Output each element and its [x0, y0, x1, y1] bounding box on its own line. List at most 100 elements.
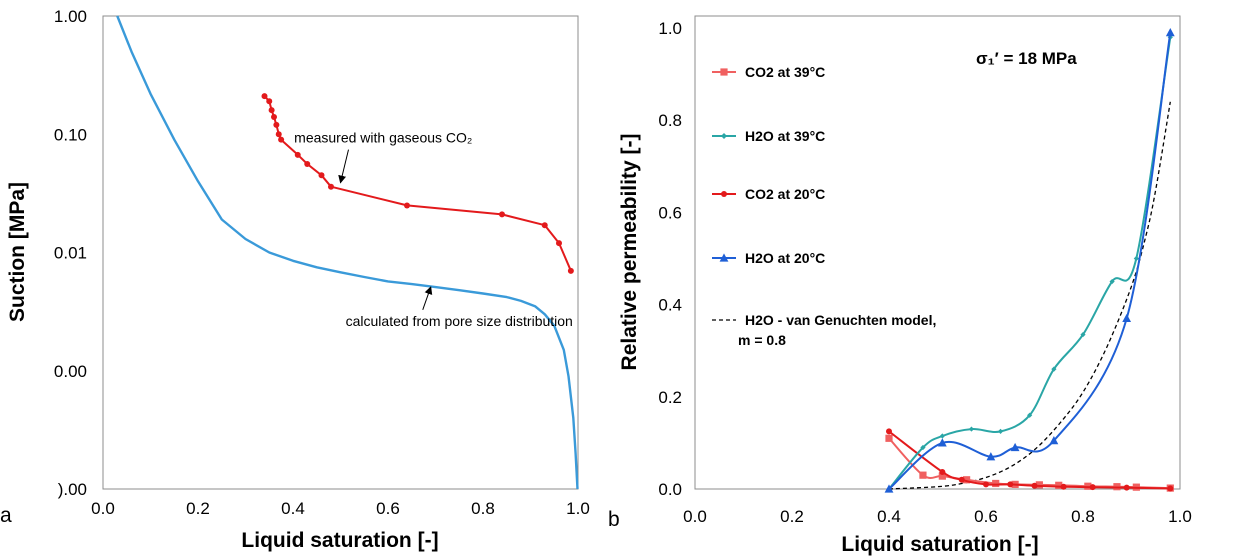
x-tick-label-b: 1.0: [1168, 507, 1192, 526]
data-point-b: [958, 476, 965, 483]
data-point-b: [919, 471, 927, 479]
x-tick-label-b: 0.6: [974, 507, 998, 526]
x-tick-label-a: 0.0: [91, 499, 115, 518]
legend-label: m = 0.8: [738, 332, 786, 348]
annotations-a: measured with gaseous CO₂ calculated from…: [294, 130, 573, 329]
y-tick-label-b: 0.4: [658, 296, 682, 315]
data-point-a: [567, 267, 574, 274]
data-point-b: [963, 476, 971, 484]
data-point-a: [294, 151, 301, 158]
data-point-b: [1051, 366, 1057, 372]
data-point-b: [1060, 483, 1067, 490]
series-group-a: [116, 15, 579, 490]
legend-label: CO2 at 39°C: [745, 64, 825, 80]
data-point-b: [1035, 481, 1043, 489]
data-point-b: [939, 468, 946, 475]
data-point-b: [968, 426, 975, 432]
data-point-b: [938, 472, 946, 480]
data-point-a: [261, 93, 268, 100]
series-line-a-0: [263, 95, 572, 272]
data-point-b: [1055, 481, 1063, 489]
legend-label: H2O at 20°C: [745, 250, 825, 266]
data-point-b: [1027, 412, 1033, 418]
x-tick-label-a: 0.6: [376, 499, 400, 518]
x-tick-label-b: 0.0: [683, 507, 707, 526]
data-point-b: [884, 484, 894, 493]
data-point-b: [1133, 255, 1139, 262]
series-line-b-4: [888, 101, 1171, 490]
y-tick-label-b: 0.8: [658, 111, 682, 130]
panel-letter-a: a: [0, 504, 12, 527]
legend-marker: [721, 133, 727, 139]
data-point-a: [318, 172, 325, 179]
data-point-b: [997, 428, 1004, 434]
data-point-b: [1109, 278, 1115, 285]
relative-permeability-chart: 0.0 0.2 0.4 0.6 0.8 1.0 0.0 0.2 0.4 0.6 0.8 1.0 CO2…: [608, 15, 1192, 556]
data-point-b: [1123, 484, 1130, 491]
data-point-b: [1049, 435, 1059, 445]
data-point-a: [266, 98, 273, 105]
x-axis-label-b: Liquid saturation [-]: [841, 533, 1038, 556]
data-point-b: [937, 438, 947, 447]
data-point-a: [275, 131, 282, 138]
annotation-arrow-a: [338, 149, 349, 184]
x-tick-label-a: 0.4: [281, 499, 305, 518]
y-tick-label-a: 1.00: [54, 7, 87, 26]
annotation-arrow-a: [422, 286, 433, 310]
data-point-a: [556, 240, 562, 247]
annotation-text-a: calculated from pore size distribution: [346, 313, 573, 329]
legend-marker: [721, 191, 727, 197]
axis-ticks-b: 0.0 0.2 0.4 0.6 0.8 1.0 0.0 0.2 0.4 0.6 0.8 1.0: [658, 19, 1191, 526]
series-line-b-2: [888, 430, 1171, 490]
x-tick-label-b: 0.4: [877, 507, 901, 526]
data-point-a: [499, 211, 505, 218]
legend-marker: [720, 68, 728, 76]
data-point-a: [278, 136, 285, 143]
data-point-a: [404, 202, 410, 209]
y-tick-label-a: 0.01: [54, 244, 87, 263]
axis-ticks-a: 0.0 0.2 0.4 0.6 0.8 1.0 1.00 0.10 0.01 0.00).00: [54, 7, 590, 518]
series-group-b: [884, 28, 1175, 493]
plot-area-a: [102, 15, 579, 490]
x-axis-label-a: Liquid saturation [-]: [241, 529, 438, 552]
legend-marker: [719, 253, 729, 262]
legend-label: CO2 at 20°C: [745, 186, 825, 202]
annotation-text-a: measured with gaseous CO₂: [294, 130, 472, 146]
data-point-b: [1089, 484, 1096, 491]
data-point-b: [992, 479, 1000, 488]
x-tick-label-b: 0.8: [1071, 507, 1095, 526]
stress-label: σ₁′ = 18 MPa: [976, 49, 1077, 68]
data-point-b: [1167, 485, 1174, 492]
data-point-a: [328, 183, 334, 190]
series-line-b-3: [888, 32, 1172, 490]
data-point-b: [1031, 482, 1038, 489]
data-point-b: [1007, 481, 1014, 488]
data-point-b: [885, 434, 893, 442]
x-tick-label-a: 0.2: [186, 499, 210, 518]
y-tick-label-a: 0.00: [54, 362, 87, 381]
y-tick-label-a: ).00: [58, 480, 87, 499]
data-point-b: [986, 452, 996, 461]
data-point-b: [983, 481, 989, 488]
legend-label: H2O at 39°C: [745, 128, 825, 144]
legend-b: CO2 at 39°C H2O at 39°C CO2 at 20°C H2O at …: [712, 64, 936, 348]
data-point-a: [304, 161, 311, 168]
series-line-a-1: [116, 15, 579, 490]
legend-label: H2O - van Genuchten model,: [745, 312, 936, 328]
x-tick-label-b: 0.2: [780, 507, 804, 526]
data-point-b: [1080, 331, 1086, 338]
suction-chart: 0.0 0.2 0.4 0.6 0.8 1.0 1.00 0.10 0.01 0.00).00 m…: [0, 7, 590, 552]
y-tick-label-b: 0.6: [658, 203, 682, 222]
y-tick-label-b: 0.0: [658, 480, 682, 499]
y-tick-label-a: 0.10: [54, 125, 87, 144]
data-point-b: [939, 433, 945, 439]
data-point-a: [541, 222, 548, 229]
x-tick-label-a: 0.8: [471, 499, 495, 518]
y-axis-label-b: Relative permeability [-]: [618, 134, 641, 371]
data-point-b: [1010, 442, 1020, 452]
data-point-a: [271, 113, 277, 120]
data-point-b: [1122, 313, 1132, 323]
panel-letter-b: b: [608, 508, 620, 531]
data-point-b: [920, 444, 926, 451]
